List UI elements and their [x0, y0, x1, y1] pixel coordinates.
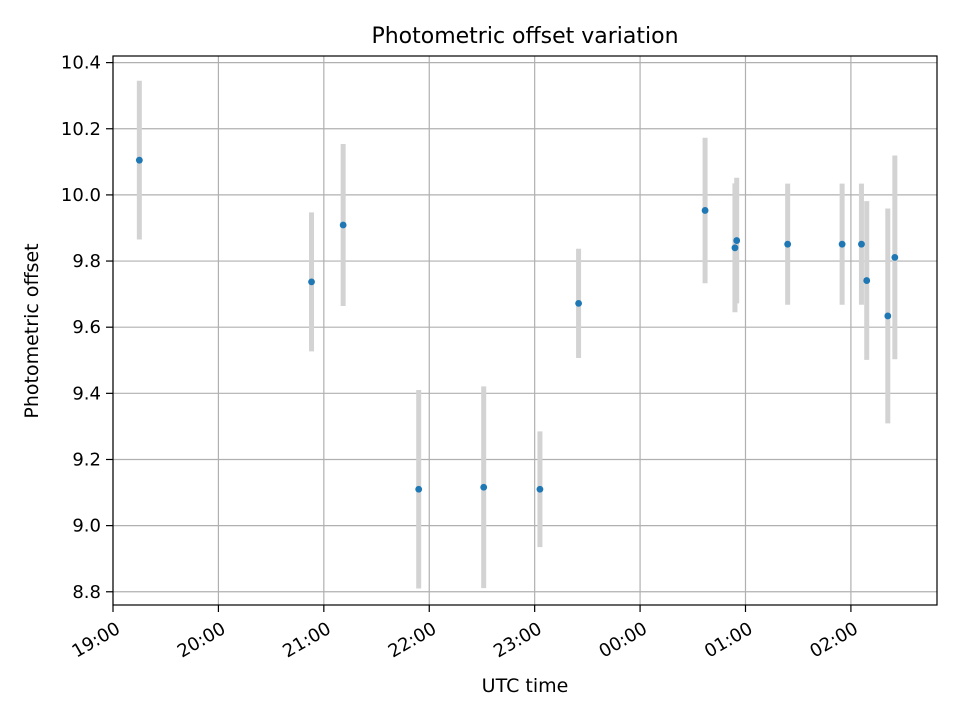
data-point: [308, 278, 315, 286]
data-point: [858, 240, 865, 248]
data-point: [339, 221, 347, 229]
data-point: [701, 207, 709, 214]
y-tick-label: 10.4: [61, 53, 101, 74]
error-bars: [136, 80, 898, 589]
grid-lines: [112, 56, 937, 605]
y-tick-label: 9.8: [72, 251, 101, 272]
x-tick-label: 21:00: [279, 618, 334, 662]
x-tick-label: 20:00: [174, 618, 229, 662]
x-tick-label: 01:00: [701, 618, 756, 662]
y-axis-ticks: 8.8 9.0 9.2 9.4 9.6 9.8 10.0 10.2 10.4: [61, 53, 113, 603]
data-point: [784, 240, 792, 248]
x-axis-ticks: 19:00 20:00 21:00 22:00 23:00 00:00 01:00 02:00: [68, 605, 862, 662]
data-points: [135, 156, 899, 493]
y-tick-label: 9.4: [72, 383, 101, 404]
x-tick-label: 19:00: [68, 618, 123, 662]
x-tick-label: 23:00: [490, 618, 545, 662]
plot-frame: [112, 55, 938, 606]
chart-title: Photometric offset variation: [371, 24, 678, 49]
y-tick-label: 9.0: [72, 516, 101, 537]
data-point: [480, 483, 488, 491]
x-axis-label: UTC time: [482, 675, 569, 697]
data-point: [863, 277, 871, 284]
data-point: [731, 244, 739, 252]
y-tick-label: 9.2: [72, 449, 101, 470]
data-point: [575, 299, 582, 307]
x-tick-label: 02:00: [806, 618, 861, 662]
data-point: [415, 485, 423, 493]
y-axis-label: Photometric offset: [21, 243, 43, 418]
y-tick-label: 10.2: [61, 119, 101, 140]
data-point: [884, 312, 892, 320]
x-tick-label: 00:00: [596, 618, 651, 662]
y-tick-label: 8.8: [72, 582, 101, 603]
data-point: [536, 485, 544, 493]
data-point: [135, 156, 143, 164]
y-tick-label: 10.0: [61, 185, 101, 206]
y-tick-label: 9.6: [72, 317, 101, 338]
data-point: [838, 240, 846, 248]
data-point: [733, 237, 741, 244]
x-tick-label: 22:00: [385, 618, 440, 662]
data-point: [891, 254, 899, 261]
